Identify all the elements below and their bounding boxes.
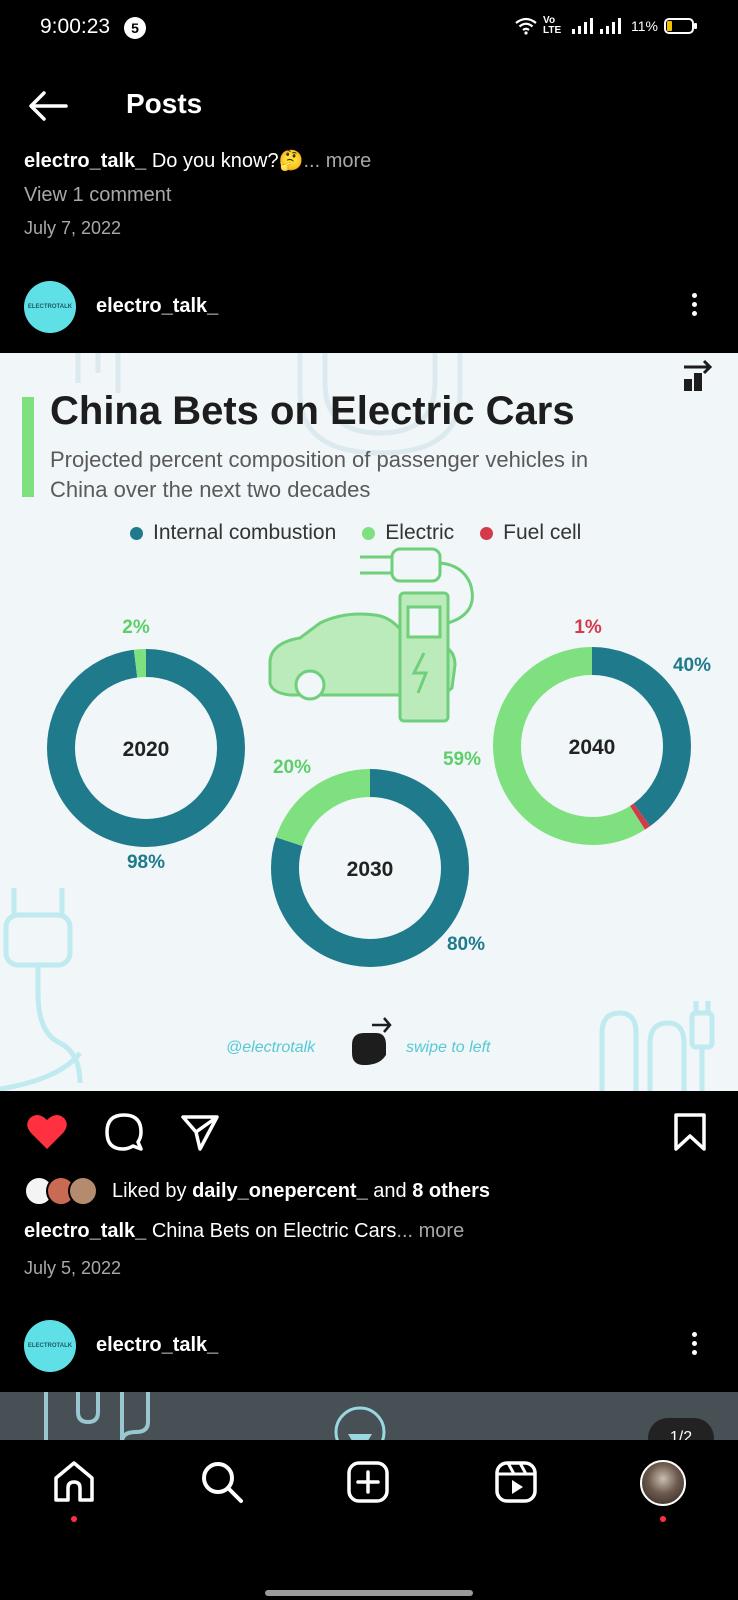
- battery-percent: 11%: [631, 18, 658, 34]
- caption-text: China Bets on Electric Cars: [146, 1220, 397, 1242]
- post-image[interactable]: 2020 98% 2% 2030 80% 20% 2040 40% 59% 1% China Be…: [0, 353, 738, 1091]
- liked-by-user[interactable]: daily_onepercent_: [192, 1179, 368, 1202]
- more-options-button[interactable]: [684, 1328, 704, 1364]
- legend-dot: [480, 526, 494, 540]
- bookmark-icon: [674, 1113, 706, 1151]
- send-icon: [181, 1115, 219, 1151]
- caption-username[interactable]: electro_talk_: [24, 1220, 147, 1242]
- home-indicator[interactable]: [265, 1590, 473, 1596]
- chart-subtitle: Projected percent composition of passeng…: [50, 447, 589, 502]
- comment-button[interactable]: [104, 1112, 144, 1152]
- like-button[interactable]: [26, 1112, 67, 1152]
- save-button[interactable]: [672, 1112, 712, 1152]
- signal-icon-2: [600, 18, 622, 34]
- legend-label: Internal combustion: [153, 521, 337, 544]
- avatar[interactable]: ELECTROTALK: [24, 1320, 76, 1372]
- avatar: [68, 1176, 98, 1206]
- caption-more-link[interactable]: ... more: [303, 150, 372, 172]
- share-chart-icon: [684, 359, 713, 391]
- title-accent-bar: [22, 397, 34, 497]
- nav-search[interactable]: [198, 1458, 246, 1506]
- signal-icon: [572, 18, 594, 34]
- legend-dot: [130, 526, 143, 540]
- view-comments-link[interactable]: View 1 comment: [24, 184, 172, 206]
- nav-profile-avatar[interactable]: [640, 1460, 686, 1506]
- legend-label: Electric: [385, 521, 455, 544]
- donut-percent-label: 98%: [127, 852, 165, 873]
- plus-square-icon: [347, 1461, 389, 1503]
- donut-segment-electric-2020: [47, 649, 245, 847]
- author-username[interactable]: electro_talk_: [96, 1334, 219, 1356]
- back-button[interactable]: [26, 88, 70, 124]
- wifi-icon: [515, 17, 537, 35]
- home-notification-dot: [71, 1516, 77, 1522]
- legend-item-fuel-cell: Fuel cell: [480, 521, 581, 545]
- previous-post-caption[interactable]: electro_talk_ Do you know?🤔... more: [24, 148, 371, 173]
- caption-more-link[interactable]: ... more: [396, 1220, 465, 1242]
- profile-notification-dot: [660, 1516, 666, 1522]
- donut-year-label: 2030: [347, 858, 394, 881]
- donut-percent-label: 40%: [673, 655, 711, 676]
- status-bar: 9:00:23 5 Vo LTE 11%: [0, 0, 738, 56]
- legend-item-electric: Electric: [362, 521, 454, 545]
- page-title: Posts: [126, 88, 203, 119]
- status-icons: Vo LTE 11%: [515, 16, 698, 36]
- next-post-author-row: ELECTROTALK electro_talk_: [0, 1318, 738, 1374]
- donut-segment-electric-2030: [271, 769, 469, 967]
- author-username[interactable]: electro_talk_: [96, 295, 219, 317]
- arrow-left-icon: [29, 91, 68, 121]
- post-action-bar: [0, 1108, 738, 1156]
- donut-year-label: 2040: [569, 736, 616, 759]
- previous-post-date: July 7, 2022: [24, 218, 122, 238]
- next-post-decoration: [44, 1392, 386, 1442]
- post-caption[interactable]: electro_talk_ China Bets on Electric Car…: [24, 1220, 464, 1243]
- swipe-hand-icon: [352, 1017, 392, 1065]
- infographic-swipe-hint: swipe to left: [406, 1039, 491, 1056]
- more-options-button[interactable]: [684, 289, 704, 325]
- liked-by-others[interactable]: 8 others: [412, 1179, 490, 1202]
- heart-icon: [27, 1114, 67, 1149]
- app-header: Posts: [0, 80, 738, 132]
- avatar[interactable]: ELECTROTALK: [24, 281, 76, 333]
- legend-label: Fuel cell: [503, 521, 582, 544]
- caption-text: Do you know?🤔: [146, 150, 304, 172]
- donut-percent-label: 20%: [273, 757, 311, 778]
- home-icon: [54, 1461, 94, 1502]
- status-time: 9:00:23: [40, 15, 111, 38]
- caption-username[interactable]: electro_talk_: [24, 150, 147, 172]
- reels-icon: [495, 1461, 537, 1503]
- nav-reels[interactable]: [492, 1458, 540, 1506]
- battery-icon: [664, 18, 697, 34]
- donut-year-label: 2020: [123, 738, 170, 761]
- volte-label: Vo LTE: [543, 15, 562, 36]
- infographic-background: 2020 98% 2% 2030 80% 20% 2040 40% 59% 1%: [0, 353, 715, 1091]
- next-post-image[interactable]: [0, 1392, 738, 1442]
- legend-item-internal-combustion: Internal combustion: [130, 521, 336, 545]
- chart-title: China Bets on Electric Cars: [50, 389, 575, 433]
- comment-icon: [105, 1113, 143, 1151]
- nav-home[interactable]: [50, 1458, 98, 1506]
- donut-percent-label: 59%: [443, 749, 481, 770]
- post-date: July 5, 2022: [24, 1258, 122, 1278]
- search-icon: [202, 1462, 243, 1503]
- chart-legend: Internal combustion Electric Fuel cell: [130, 521, 581, 545]
- infographic-handle: @electrotalk: [226, 1039, 316, 1056]
- donut-percent-label: 80%: [447, 934, 485, 955]
- notification-count-badge: 5: [124, 17, 146, 39]
- donut-percent-label: 2%: [122, 617, 150, 638]
- bottom-navigation: [0, 1440, 738, 1560]
- nav-create[interactable]: [344, 1458, 392, 1506]
- liker-avatars: [24, 1176, 98, 1206]
- donut-segment-electric-2040: [493, 647, 691, 845]
- liked-by-prefix: Liked by: [112, 1179, 187, 1202]
- post-author-row: ELECTROTALK electro_talk_: [0, 279, 738, 335]
- liked-by-middle: and: [373, 1179, 407, 1202]
- share-button[interactable]: [180, 1112, 220, 1152]
- legend-dot: [362, 526, 376, 540]
- liked-by-row[interactable]: Liked by daily_onepercent_ and 8 others: [24, 1176, 490, 1206]
- donut-percent-label: 1%: [574, 617, 602, 638]
